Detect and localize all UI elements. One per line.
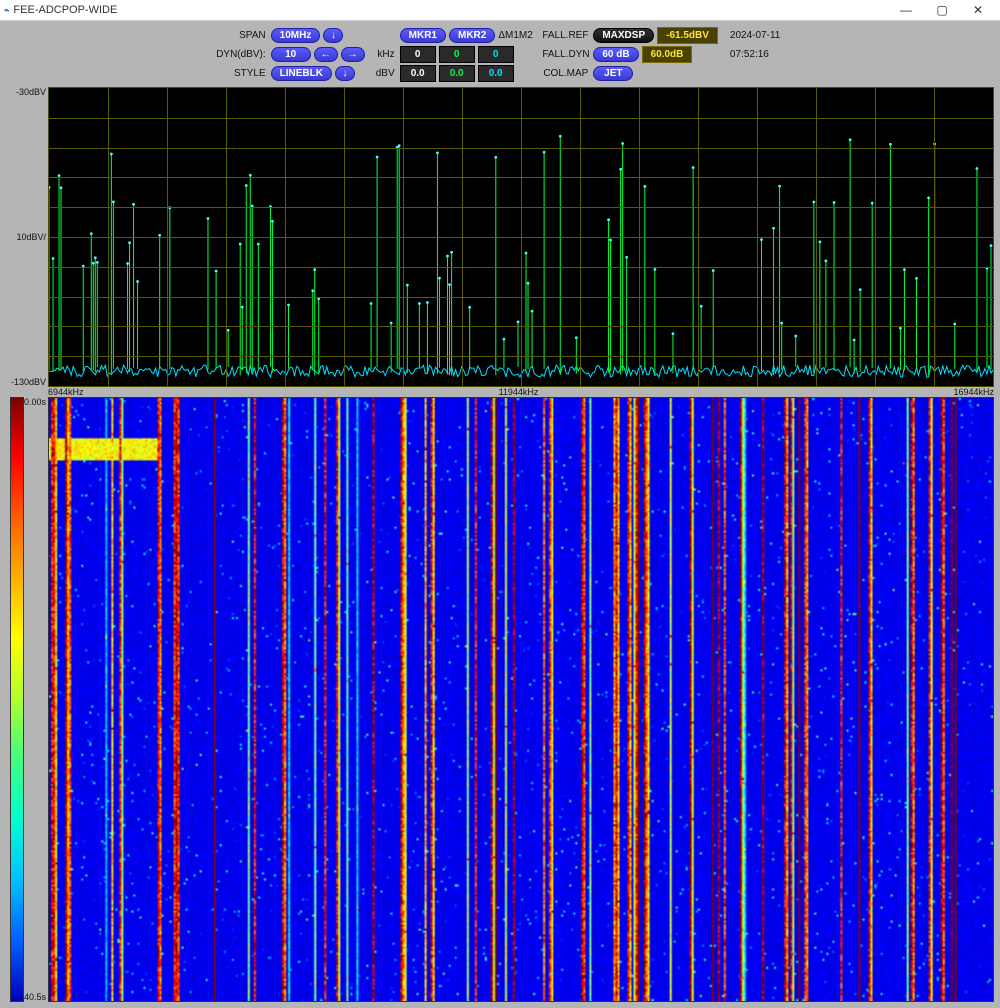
dbv-m1: 0.0 [400, 65, 436, 82]
fallref-label: FALL.REF [542, 30, 590, 41]
mkr1-button[interactable]: MKR1 [400, 28, 446, 43]
falldyn-label: FALL.DYN [542, 49, 590, 60]
span-value-button[interactable]: 10MHz [271, 28, 321, 43]
waterfall-panel: 0.00s -40.5s [6, 397, 994, 1002]
delta-label: ΔM1M2 [498, 30, 534, 41]
colmap-label: COL.MAP [542, 68, 590, 79]
dbv-delta: 0.0 [478, 65, 514, 82]
col-fall: FALL.REF MAXDSP -61.5dBV FALL.DYN 60 dB … [542, 27, 718, 81]
close-button[interactable]: ✕ [960, 0, 996, 20]
khz-m1: 0 [400, 46, 436, 63]
waterfall-chart[interactable] [48, 397, 994, 1002]
time-top: 0.00s [24, 397, 46, 407]
dyn-value-button[interactable]: 10 [271, 47, 311, 62]
span-label: SPAN [216, 30, 268, 41]
mkr2-button[interactable]: MKR2 [449, 28, 495, 43]
waterfall-left: 0.00s -40.5s [6, 397, 48, 1002]
spectrum-panel: -30dBV 10dBV/ -130dBV [6, 87, 994, 387]
span-down-button[interactable]: ↓ [323, 28, 343, 43]
style-label: STYLE [216, 68, 268, 79]
freq-right: 16944kHz [953, 387, 994, 397]
dyn-right-button[interactable]: → [341, 47, 365, 62]
style-value-button[interactable]: LINEBLK [271, 66, 332, 81]
toolbar: SPAN 10MHz ↓ DYN(dBV): 10 ← → STYLE LINE… [0, 21, 1000, 87]
colmap-button[interactable]: JET [593, 66, 633, 81]
col-span-dyn-style: SPAN 10MHz ↓ DYN(dBV): 10 ← → STYLE LINE… [216, 27, 365, 81]
dbv-label: dBV [373, 68, 397, 79]
time-label: 07:52:16 [726, 48, 773, 61]
dbv-m2: 0.0 [439, 65, 475, 82]
maximize-button[interactable]: ▢ [924, 0, 960, 20]
khz-m2: 0 [439, 46, 475, 63]
date-label: 2024-07-11 [726, 29, 784, 42]
spectrum-y-axis: -30dBV 10dBV/ -130dBV [6, 87, 48, 387]
dyn-label: DYN(dBV): [216, 49, 268, 60]
spectrum-chart[interactable] [48, 87, 994, 387]
freq-left: 6944kHz [48, 387, 84, 397]
falldyn-reading: 60.0dB [642, 46, 693, 63]
y-bottom-label: -130dBV [11, 377, 46, 387]
colorbar [10, 397, 24, 1002]
falldyn-button[interactable]: 60 dB [593, 47, 638, 62]
freq-axis: 6944kHz 11944kHz 16944kHz [6, 387, 994, 397]
khz-label: kHz [373, 49, 397, 60]
fallref-button[interactable]: MAXDSP [593, 28, 654, 43]
style-down-button[interactable]: ↓ [335, 66, 355, 81]
fallref-reading: -61.5dBV [657, 27, 718, 44]
freq-center: 11944kHz [499, 387, 539, 397]
y-top-label: -30dBV [16, 87, 46, 97]
col-datetime: 2024-07-11 07:52:16 [726, 27, 784, 81]
titlebar: ⌁ FEE-ADCPOP-WIDE — ▢ ✕ [0, 0, 1000, 21]
time-bottom: -40.5s [21, 992, 46, 1002]
dyn-left-button[interactable]: ← [314, 47, 338, 62]
col-markers: MKR1 MKR2 ΔM1M2 kHz 0 0 0 dBV 0.0 0.0 0.… [373, 27, 535, 81]
y-mid-label: 10dBV/ [16, 232, 46, 242]
minimize-button[interactable]: — [888, 0, 924, 20]
app-window: ⌁ FEE-ADCPOP-WIDE — ▢ ✕ SPAN 10MHz ↓ DYN… [0, 0, 1000, 970]
khz-delta: 0 [478, 46, 514, 63]
window-title: FEE-ADCPOP-WIDE [9, 4, 888, 16]
content-area: -30dBV 10dBV/ -130dBV 6944kHz 11944kHz 1… [0, 87, 1000, 1008]
